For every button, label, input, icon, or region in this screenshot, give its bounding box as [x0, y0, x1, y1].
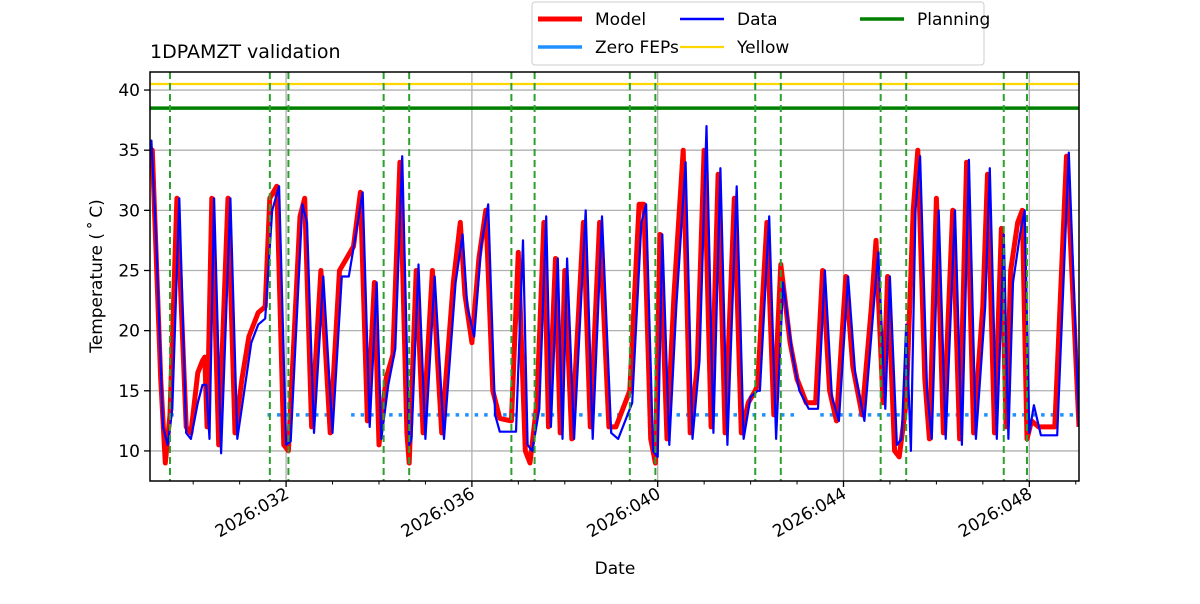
vertical-markers — [168, 72, 1028, 481]
y-tick-label: 35 — [118, 141, 140, 161]
legend: Model Data Planning Zero FEPs Yellow — [531, 1, 990, 66]
plot-frame — [149, 71, 1080, 482]
legend-label-planning: Planning — [917, 10, 990, 30]
series — [150, 125, 1079, 466]
x-axis-label: Date — [595, 559, 636, 579]
legend-label-zero-feps: Zero FEPs — [595, 38, 679, 58]
y-tick-label: 30 — [118, 201, 140, 221]
legend-label-yellow: Yellow — [736, 38, 789, 58]
series-data-line — [150, 125, 1079, 458]
legend-label-model: Model — [595, 10, 646, 30]
chart-title: 1DPAMZT validation — [150, 41, 341, 63]
y-axis-label: Temperature ( ˚ C) — [86, 199, 107, 354]
y-tick-label: 20 — [118, 322, 140, 342]
legend-label-data: Data — [737, 10, 778, 30]
y-tick-label: 10 — [118, 442, 140, 462]
y-tick-label: 25 — [118, 261, 140, 281]
limit-lines — [150, 82, 1079, 110]
y-tick-label: 40 — [118, 81, 140, 101]
y-tick-label: 15 — [118, 382, 140, 402]
series-model-line — [150, 147, 1079, 466]
